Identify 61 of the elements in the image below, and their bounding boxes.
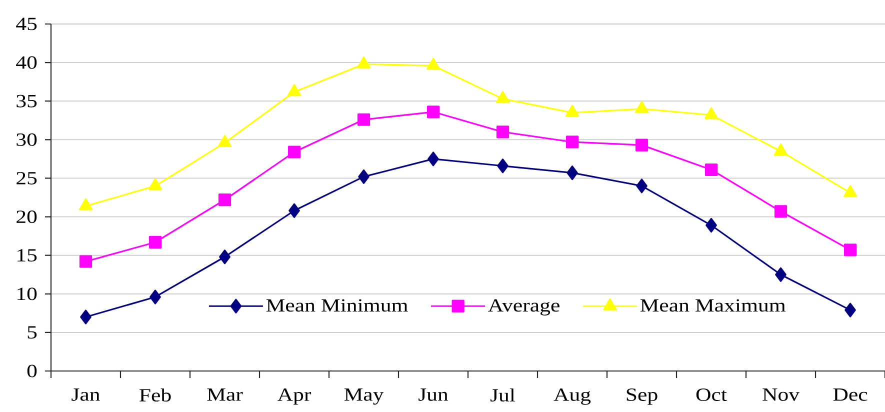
point xyxy=(566,136,579,148)
point xyxy=(219,250,230,264)
point xyxy=(150,290,161,304)
point xyxy=(497,158,508,174)
point xyxy=(565,104,580,117)
point xyxy=(774,143,788,156)
point xyxy=(704,107,718,120)
y-tick-label: 5 xyxy=(28,326,37,339)
point xyxy=(358,169,370,184)
point xyxy=(148,178,162,190)
y-tick-label: 10 xyxy=(18,288,37,300)
point xyxy=(704,163,718,176)
point xyxy=(356,56,371,68)
point xyxy=(775,267,786,282)
point xyxy=(636,178,648,194)
x-tick-label: Jan xyxy=(72,388,100,401)
point xyxy=(288,146,301,158)
point xyxy=(288,203,300,218)
legend-label: Mean Minimum xyxy=(266,299,408,312)
point xyxy=(634,101,649,114)
point xyxy=(428,152,439,166)
x-tick-label: May xyxy=(344,388,384,405)
x-tick-label: Apr xyxy=(278,388,312,405)
y-tick-label: 30 xyxy=(16,133,37,146)
y-tick-label: 25 xyxy=(16,172,37,184)
x-tick-label: Sep xyxy=(626,388,658,405)
y-tick-label: 0 xyxy=(27,364,37,378)
x-tick-label: Jun xyxy=(418,388,448,401)
y-tick-label: 40 xyxy=(16,56,37,69)
point xyxy=(287,84,302,96)
x-tick-label: Jul xyxy=(490,388,516,402)
point xyxy=(148,236,162,249)
x-tick-label: Nov xyxy=(762,388,800,401)
point xyxy=(80,310,92,324)
point xyxy=(426,106,440,118)
point xyxy=(357,113,370,126)
point xyxy=(844,244,857,256)
y-tick-label: 15 xyxy=(18,249,37,262)
point xyxy=(426,58,440,70)
point xyxy=(706,218,717,233)
x-tick-label: Aug xyxy=(554,388,591,405)
y-tick-label: 45 xyxy=(16,18,37,30)
point xyxy=(218,194,232,206)
point xyxy=(496,126,510,138)
point xyxy=(496,90,510,104)
x-tick-label: Oct xyxy=(696,388,727,401)
point xyxy=(843,185,858,198)
x-tick-label: Dec xyxy=(833,388,868,401)
point xyxy=(218,134,232,148)
point xyxy=(78,198,93,210)
x-tick-label: Mar xyxy=(207,388,243,401)
y-tick-label: 35 xyxy=(16,94,37,108)
legend-label: Average xyxy=(488,299,560,316)
point xyxy=(844,302,856,318)
point xyxy=(635,138,648,152)
point xyxy=(79,255,92,268)
y-tick-label: 20 xyxy=(16,210,37,224)
point xyxy=(566,166,578,180)
point xyxy=(774,205,788,218)
legend-label: Mean Maximum xyxy=(640,299,786,312)
x-tick-label: Feb xyxy=(140,388,171,402)
